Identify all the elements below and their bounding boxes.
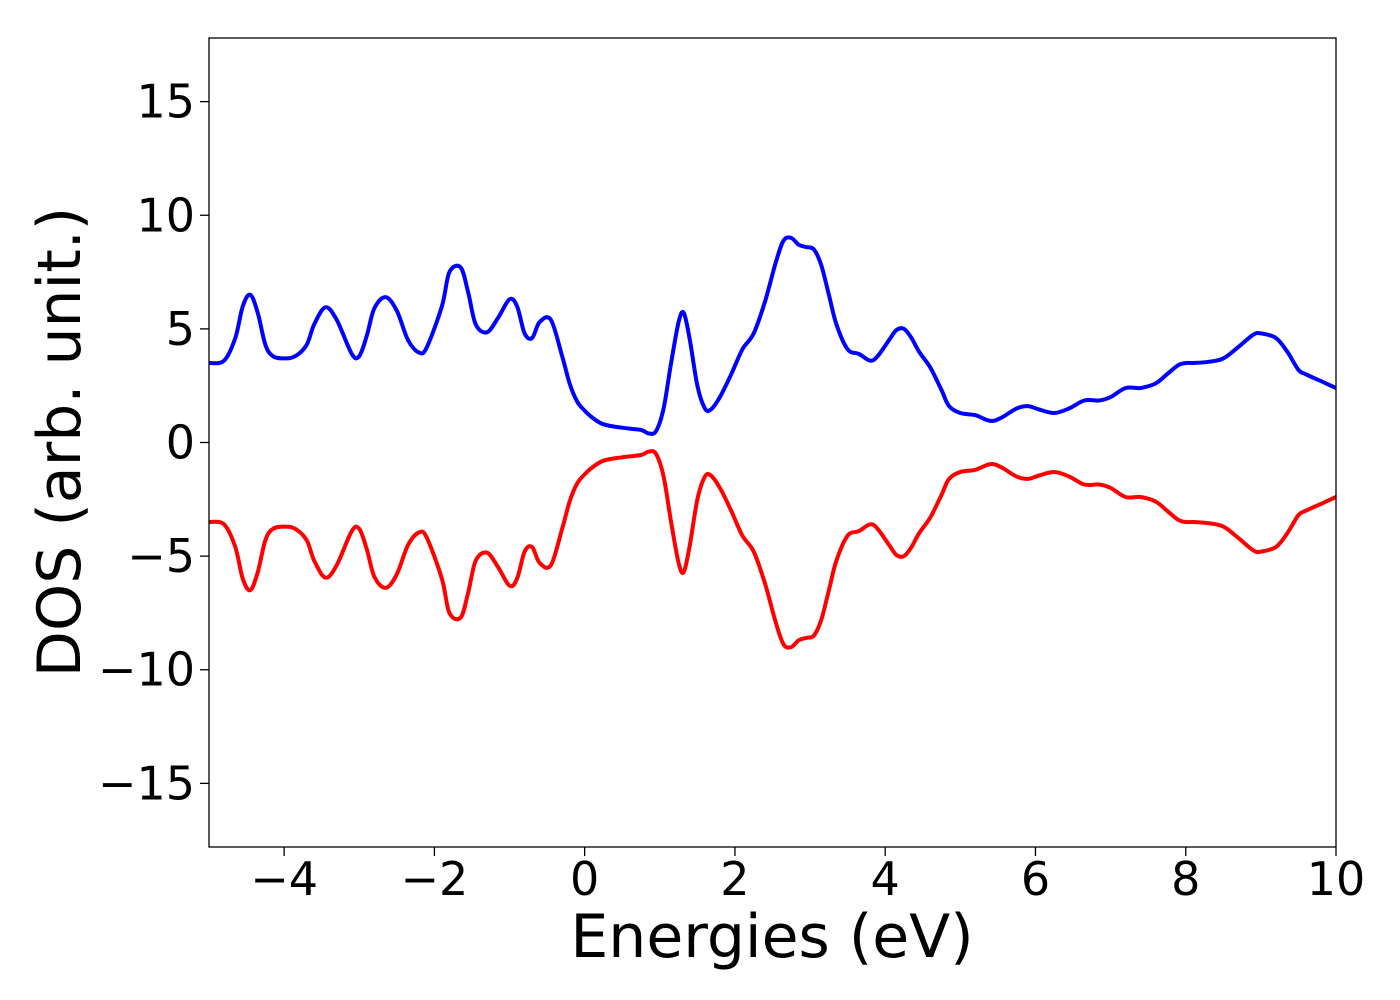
x-axis-label: Energies (eV) [570, 902, 973, 972]
series-line-blue [209, 235, 1336, 436]
y-axis-label: DOS (arb. unit.) [25, 207, 95, 677]
x-tick-label: −4 [250, 852, 318, 906]
y-axis: 15 10 5 0 −5 −10 −15 [98, 75, 209, 810]
y-tick-label: 15 [136, 75, 195, 129]
x-tick-label: 0 [570, 852, 599, 906]
x-tick-label: −2 [400, 852, 468, 906]
x-axis: −4 −2 0 2 4 6 8 10 [250, 847, 1365, 906]
y-tick-label: −10 [98, 643, 195, 697]
y-tick-label: 10 [136, 188, 195, 242]
y-tick-label: 0 [166, 416, 195, 470]
series-line-red [209, 449, 1336, 650]
x-tick-label: 10 [1307, 852, 1366, 906]
y-tick-label: −5 [127, 529, 195, 583]
x-tick-label: 4 [871, 852, 900, 906]
x-tick-label: 8 [1171, 852, 1200, 906]
x-tick-label: 6 [1021, 852, 1050, 906]
x-tick-label: 2 [720, 852, 749, 906]
y-tick-label: −15 [98, 756, 195, 810]
series-group [209, 235, 1336, 650]
y-tick-label: 5 [166, 302, 195, 356]
